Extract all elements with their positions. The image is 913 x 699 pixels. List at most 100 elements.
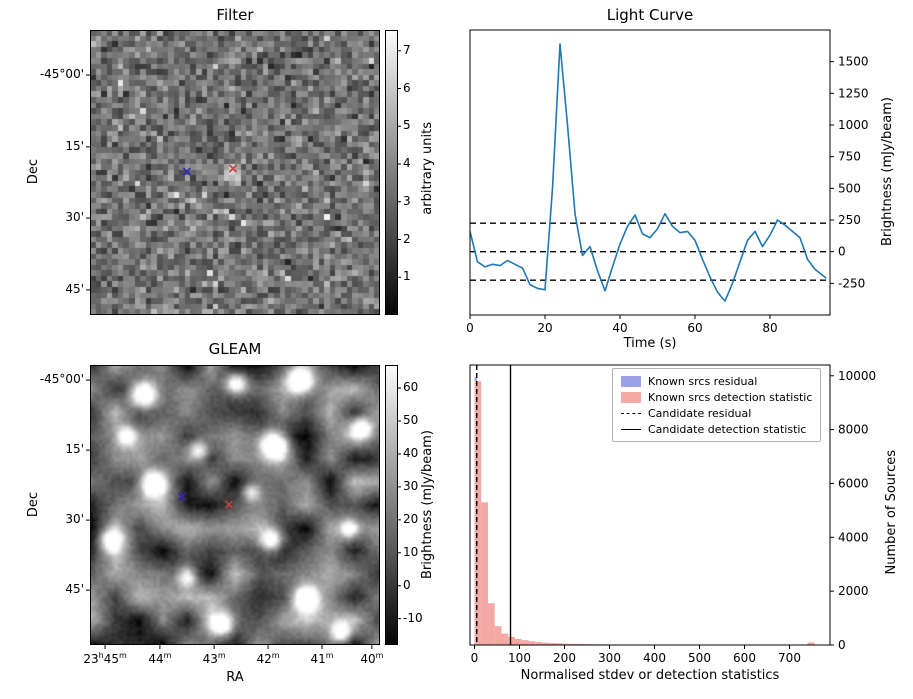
colorbar-tick-label: 1 — [403, 269, 411, 284]
gleam-colorbar — [385, 365, 398, 645]
gleam-xlabel: RA — [226, 670, 244, 685]
x-tick-label: 60 — [687, 321, 702, 335]
colorbar-tick-label: 30 — [403, 478, 419, 493]
legend-swatch-candidate-residual — [621, 412, 641, 414]
hist-bar — [474, 377, 477, 645]
ra-tick-label: 44m — [148, 651, 172, 667]
colorbar-tick-label: 0 — [403, 577, 411, 592]
hist-bar — [609, 644, 617, 645]
filter-colorbar-label: arbitrary units — [420, 122, 435, 215]
hist-bar — [589, 644, 596, 645]
colorbar-tick-label: 5 — [403, 118, 411, 133]
hist-bar — [508, 636, 515, 645]
colorbar-tick-label: 10 — [403, 544, 419, 559]
hist-bar — [602, 644, 610, 645]
ra-tick-label: 42m — [256, 651, 280, 667]
ra-tick-label: 43m — [202, 651, 226, 667]
y-tick-label: 4000 — [838, 530, 869, 544]
legend-item-known-residual: Known srcs residual — [621, 373, 812, 389]
y-tick-label: 10000 — [838, 369, 876, 383]
dec-tick-label: 15' — [65, 138, 84, 153]
filter-ylabel: Dec — [26, 159, 41, 185]
ra-tick-label: 40m — [360, 651, 384, 667]
axes-frame — [469, 29, 831, 316]
filter-image — [90, 30, 380, 315]
x-tick-label: 100 — [508, 651, 531, 665]
ra-tick-label: 23h45m — [83, 651, 127, 667]
y-tick-label: 8000 — [838, 423, 869, 437]
hist-bar — [807, 642, 815, 645]
dec-tick-label: 45' — [65, 281, 84, 296]
hist-bar — [521, 640, 529, 645]
y-tick-label: 500 — [838, 181, 861, 195]
filter-title: Filter — [216, 6, 254, 24]
legend-label-candidate-detstat: Candidate detection statistic — [648, 422, 807, 436]
hist-bar — [494, 626, 502, 645]
histogram-ylabel: Number of Sources — [884, 450, 899, 575]
hist-bar — [562, 643, 569, 645]
colorbar-tick-label: 4 — [403, 156, 411, 170]
hist-bar — [528, 641, 536, 645]
legend-swatch-known-detstat — [621, 391, 641, 403]
colorbar-tick-label: 6 — [403, 80, 411, 95]
hist-bar — [575, 643, 583, 645]
y-tick-label: 250 — [838, 213, 861, 227]
ra-tick-label: 41m — [310, 651, 334, 667]
lightcurve-ylabel: Brightness (mJy/beam) — [880, 97, 895, 246]
hist-bar — [555, 643, 563, 645]
y-tick-label: -250 — [838, 276, 865, 290]
legend-swatch-candidate-detstat — [621, 428, 641, 430]
x-tick-label: 0 — [466, 321, 474, 335]
y-tick-label: 1000 — [838, 118, 869, 132]
hist-bar — [476, 634, 479, 645]
filter-colorbar — [385, 30, 398, 315]
legend-label-known-residual: Known srcs residual — [648, 374, 758, 388]
dec-tick-label: -45°00' — [39, 372, 84, 387]
hist-bar — [488, 603, 495, 645]
colorbar-tick-label: 2 — [403, 231, 411, 246]
histogram-xlabel: Normalised stdev or detection statistics — [520, 668, 780, 683]
colorbar-tick-label: 20 — [403, 511, 419, 526]
hist-bar — [542, 642, 549, 645]
hist-bar — [481, 502, 488, 645]
hist-bar — [582, 644, 590, 645]
x-tick-label: 0 — [471, 651, 479, 665]
dec-tick-label: 15' — [65, 442, 84, 457]
x-tick-label: 20 — [537, 321, 552, 335]
dec-tick-label: -45°00' — [39, 67, 84, 82]
gleam-title: GLEAM — [208, 340, 262, 358]
hist-bar — [596, 644, 603, 645]
hist-bar — [535, 642, 542, 645]
x-tick-label: 40 — [612, 321, 627, 335]
known-source-marker: × — [180, 163, 193, 180]
y-tick-label: 750 — [838, 150, 861, 164]
x-tick-label: 400 — [643, 651, 666, 665]
candidate-marker: × — [223, 497, 235, 513]
lightcurve-xlabel: Time (s) — [623, 336, 677, 351]
gleam-ylabel: Dec — [26, 492, 41, 518]
y-tick-label: 2000 — [838, 584, 869, 598]
y-tick-label: 0 — [838, 638, 846, 652]
colorbar-tick-label: -10 — [403, 610, 423, 625]
y-tick-label: 1500 — [838, 55, 869, 69]
colorbar-tick-label: 3 — [403, 193, 411, 208]
candidate-marker: × — [227, 161, 239, 178]
dec-tick-label: 30' — [65, 210, 84, 225]
y-tick-label: 0 — [838, 245, 846, 259]
dec-tick-label: 30' — [65, 512, 84, 527]
x-tick-label: 600 — [733, 651, 756, 665]
legend-item-candidate-residual: Candidate residual — [621, 405, 812, 421]
colorbar-tick-label: 40 — [403, 445, 419, 460]
lightcurve-title: Light Curve — [606, 6, 694, 24]
hist-bar — [501, 633, 509, 645]
x-tick-label: 200 — [553, 651, 576, 665]
dec-tick-label: 45' — [65, 582, 84, 597]
hist-bar — [474, 381, 482, 645]
colorbar-tick-label: 7 — [403, 42, 411, 57]
colorbar-tick-label: 50 — [403, 413, 419, 427]
legend-item-known-detstat: Known srcs detection statistic — [621, 389, 812, 405]
hist-bar — [548, 642, 556, 645]
x-tick-label: 700 — [778, 651, 801, 665]
gleam-image — [90, 365, 380, 645]
